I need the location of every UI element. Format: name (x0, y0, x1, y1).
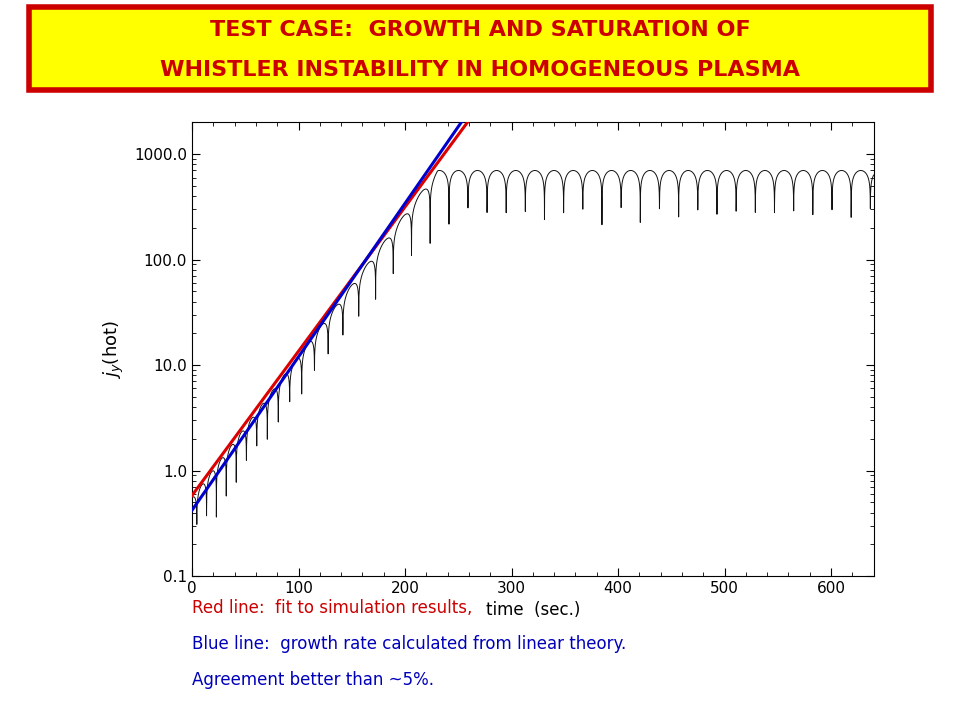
Text: Blue line:  growth rate calculated from linear theory.: Blue line: growth rate calculated from l… (192, 636, 626, 654)
Text: TEST CASE:  GROWTH AND SATURATION OF: TEST CASE: GROWTH AND SATURATION OF (209, 19, 751, 40)
X-axis label: time  (sec.): time (sec.) (486, 601, 580, 619)
Text: Red line:  fit to simulation results,: Red line: fit to simulation results, (192, 599, 472, 618)
Text: WHISTLER INSTABILITY IN HOMOGENEOUS PLASMA: WHISTLER INSTABILITY IN HOMOGENEOUS PLAS… (160, 60, 800, 80)
FancyBboxPatch shape (29, 7, 931, 90)
Y-axis label: $j_y\rm{(hot)}$: $j_y\rm{(hot)}$ (102, 320, 126, 379)
Text: Agreement better than ~5%.: Agreement better than ~5%. (192, 671, 434, 690)
